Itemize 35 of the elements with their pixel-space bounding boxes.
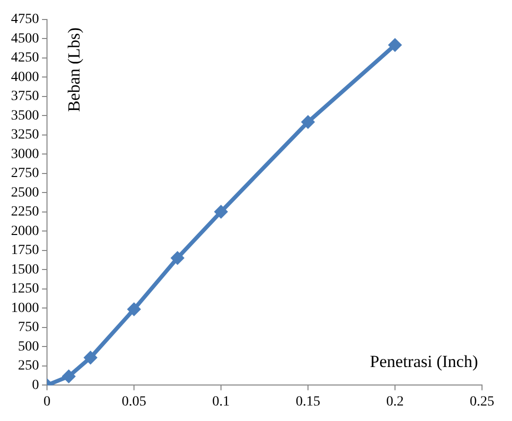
x-tick-label: 0 (44, 394, 50, 410)
point (127, 302, 141, 316)
y-tick-label: 250 (18, 358, 39, 374)
y-tick-label: 1500 (11, 262, 39, 278)
y-tick-label: 750 (18, 320, 39, 336)
y-tick-label: 4250 (11, 50, 39, 66)
x-axis-title: Penetrasi (Inch) (370, 352, 478, 372)
y-tick-label: 1750 (11, 243, 39, 258)
y-tick-label: 4500 (11, 31, 39, 46)
y-tick-label: 0 (32, 378, 39, 393)
point (388, 38, 402, 52)
y-tick-label: 2500 (11, 185, 39, 200)
x-tick-label: 0.25 (470, 394, 494, 410)
y-tick-label: 1250 (11, 282, 39, 297)
point (170, 250, 184, 265)
y-tick-label: 3500 (11, 108, 39, 124)
y-tick-label: 3000 (11, 146, 39, 162)
y-tick-label: 3250 (11, 128, 39, 143)
y-tick-label: 1000 (11, 300, 39, 316)
y-tick-label: 3750 (11, 89, 39, 104)
point (62, 369, 76, 384)
point (84, 350, 98, 365)
y-tick-label: 4000 (11, 70, 39, 85)
y-tick-label: 2250 (11, 204, 39, 220)
y-tick-label: 2000 (11, 224, 39, 239)
x-tick-label: 0.2 (386, 394, 404, 410)
point (301, 114, 315, 129)
y-tick-label: 4750 (11, 12, 39, 28)
y-tick-label: 500 (18, 339, 39, 354)
point (214, 204, 228, 219)
y-tick-label: 2750 (11, 166, 39, 182)
x-tick-label: 0.1 (212, 394, 230, 410)
x-tick-label: 0.05 (122, 394, 146, 410)
y-axis-title: Beban (Lbs) (64, 27, 84, 112)
x-tick-label: 0.15 (296, 394, 320, 410)
